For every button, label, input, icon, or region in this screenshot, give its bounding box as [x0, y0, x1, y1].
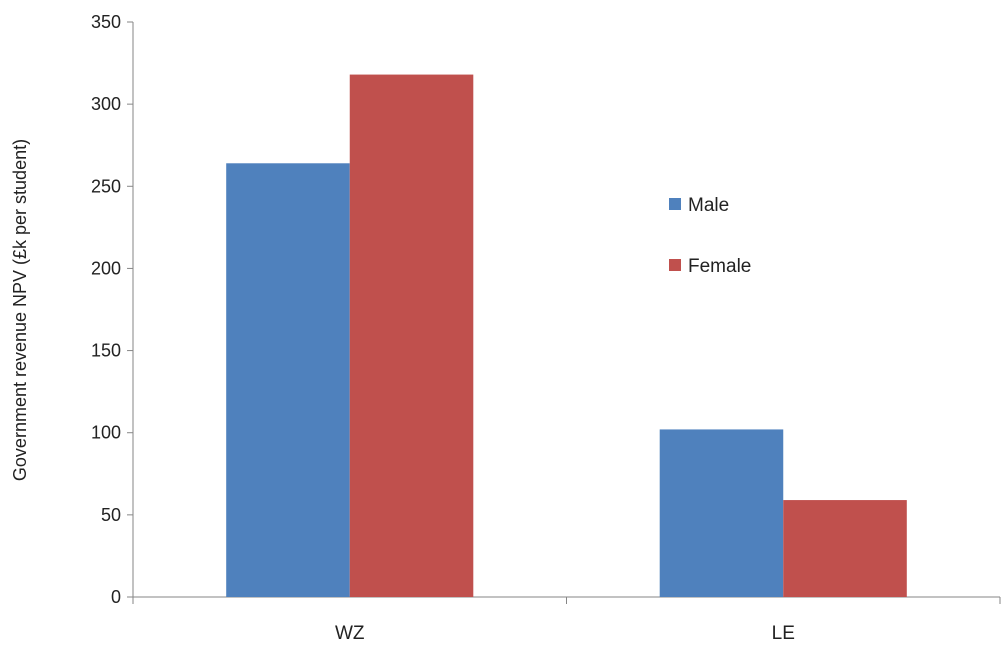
bar-male-wz — [226, 163, 350, 598]
bar-male-le — [659, 429, 784, 597]
y-tick-label: 250 — [91, 176, 121, 196]
bar-female-wz — [349, 74, 474, 598]
legend-swatch-female — [669, 259, 681, 271]
y-tick-label: 300 — [91, 94, 121, 114]
legend: Male Female — [669, 195, 751, 277]
legend-swatch-male — [669, 198, 681, 210]
y-tick-label: 100 — [91, 423, 121, 443]
bars — [226, 74, 907, 598]
y-axis: 0 50 100 150 200 250 300 350 — [91, 12, 134, 607]
y-tick-label: 150 — [91, 341, 121, 361]
x-category-label: LE — [772, 623, 795, 644]
x-category-label: WZ — [335, 623, 365, 644]
y-tick-label: 0 — [111, 587, 121, 607]
legend-label-female: Female — [688, 256, 751, 277]
y-tick-label: 50 — [101, 505, 121, 525]
y-tick-label: 200 — [91, 258, 121, 278]
y-axis-title: Government revenue NPV (£k per student) — [10, 139, 30, 481]
legend-label-male: Male — [688, 195, 729, 216]
y-tick-label: 350 — [91, 12, 121, 32]
bar-female-le — [783, 500, 907, 597]
x-axis: WZ LE — [132, 596, 1001, 644]
